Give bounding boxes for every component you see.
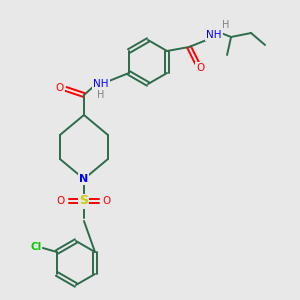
Text: O: O [196,63,204,73]
Text: H: H [97,90,105,100]
Text: O: O [56,83,64,93]
Text: S: S [80,194,88,208]
Text: H: H [222,20,230,30]
Text: O: O [57,196,65,206]
Text: NH: NH [93,79,109,89]
Text: Cl: Cl [30,242,41,252]
Text: N: N [79,174,88,184]
Text: O: O [103,196,111,206]
Text: NH: NH [206,30,222,40]
